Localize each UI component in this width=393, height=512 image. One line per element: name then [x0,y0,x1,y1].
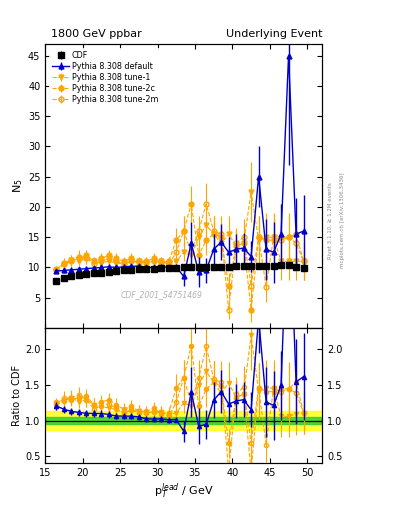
Text: 1800 GeV ppbar: 1800 GeV ppbar [51,29,142,39]
Text: CDF_2001_S4751469: CDF_2001_S4751469 [121,290,202,300]
Text: Underlying Event: Underlying Event [226,29,322,39]
X-axis label: p$_T^{lead}$ / GeV: p$_T^{lead}$ / GeV [154,481,214,501]
Text: Rivet 3.1.10, ≥ 1.2M events: Rivet 3.1.10, ≥ 1.2M events [328,182,333,259]
Legend: CDF, Pythia 8.308 default, Pythia 8.308 tune-1, Pythia 8.308 tune-2c, Pythia 8.3: CDF, Pythia 8.308 default, Pythia 8.308 … [49,48,162,107]
Y-axis label: N$_5$: N$_5$ [11,178,25,193]
Text: mcplots.cern.ch [arXiv:1306.3436]: mcplots.cern.ch [arXiv:1306.3436] [340,173,345,268]
Y-axis label: Ratio to CDF: Ratio to CDF [12,365,22,426]
